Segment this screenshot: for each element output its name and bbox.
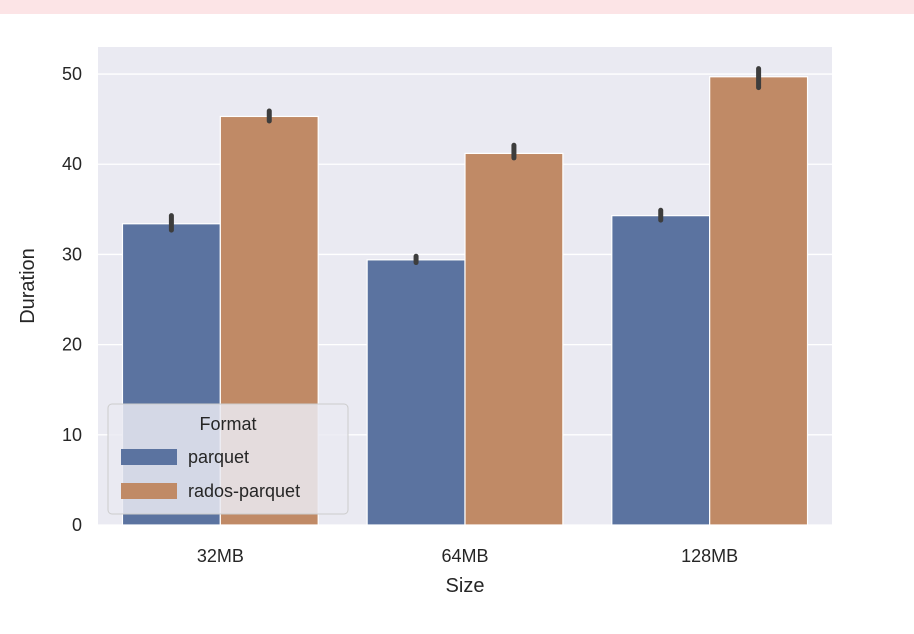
x-tick-label-64MB: 64MB: [441, 546, 488, 566]
legend-swatch-rados-parquet: [121, 483, 177, 499]
y-tick-label-10: 10: [62, 425, 82, 445]
error-bars: [168, 66, 762, 266]
y-tick-label-20: 20: [62, 335, 82, 355]
x-tick-labels: 32MB 64MB 128MB: [197, 546, 738, 566]
y-tick-label-50: 50: [62, 64, 82, 84]
legend-swatch-parquet: [121, 449, 177, 465]
bar-rados-parquet-128MB: [709, 76, 809, 526]
legend-title: Format: [199, 414, 256, 434]
legend-label-rados-parquet: rados-parquet: [188, 481, 300, 501]
y-axis-label: Duration: [17, 248, 39, 324]
y-tick-label-0: 0: [72, 515, 82, 535]
y-tick-labels: 0 10 20 30 40 50: [62, 64, 82, 535]
top-strip: [0, 0, 914, 14]
x-tick-label-128MB: 128MB: [681, 546, 738, 566]
bar-parquet-128MB: [611, 215, 711, 526]
legend-label-parquet: parquet: [188, 447, 249, 467]
y-tick-label-40: 40: [62, 154, 82, 174]
y-tick-label-30: 30: [62, 244, 82, 264]
bar-parquet-64MB: [366, 259, 466, 526]
x-tick-label-32MB: 32MB: [197, 546, 244, 566]
x-axis-label: Size: [446, 575, 485, 597]
legend: Format parquet rados-parquet: [107, 403, 349, 515]
bar-rados-parquet-64MB: [464, 152, 564, 526]
